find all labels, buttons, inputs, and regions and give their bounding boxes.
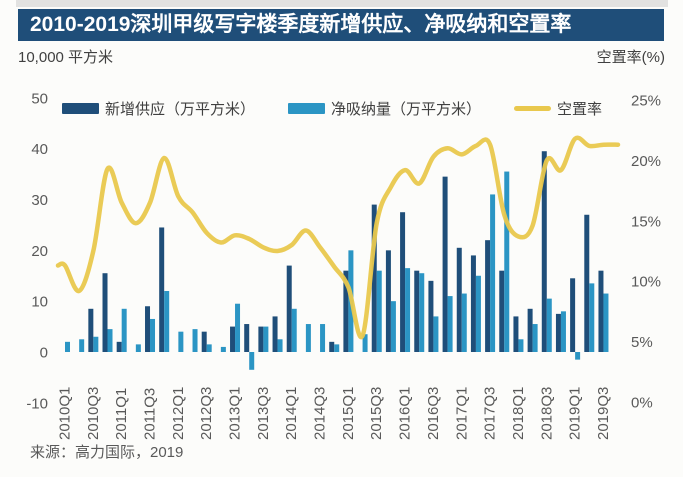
svg-text:15%: 15% — [631, 213, 661, 230]
vacancy-line-swatch-icon — [514, 106, 552, 111]
svg-text:2016Q1: 2016Q1 — [397, 387, 414, 440]
left-axis-labels: 50 40 30 20 10 0 -10 — [26, 90, 48, 412]
svg-text:2018Q3: 2018Q3 — [538, 387, 555, 440]
svg-text:30: 30 — [31, 192, 48, 209]
svg-text:2019Q1: 2019Q1 — [567, 387, 584, 440]
source-text: 来源：高力国际，2019 — [30, 444, 184, 461]
svg-text:20: 20 — [31, 243, 48, 260]
right-axis-labels: 25% 20% 15% 10% 5% 0% — [631, 93, 661, 412]
legend-item-supply: 新增供应（万平方米） — [62, 98, 255, 119]
svg-text:2013Q1: 2013Q1 — [227, 387, 244, 440]
legend-label-supply: 新增供应（万平方米） — [105, 101, 256, 118]
svg-text:2010Q3: 2010Q3 — [85, 387, 102, 440]
svg-text:10: 10 — [31, 294, 48, 311]
absorption-swatch-icon — [288, 103, 326, 114]
supply-bars — [88, 151, 604, 352]
svg-text:2012Q1: 2012Q1 — [170, 387, 187, 440]
svg-text:2013Q3: 2013Q3 — [255, 387, 272, 440]
svg-text:10%: 10% — [631, 274, 661, 291]
svg-text:2016Q3: 2016Q3 — [425, 387, 442, 440]
supply-swatch-icon — [62, 103, 99, 114]
title-bar: 2010-2019深圳甲级写字楼季度新增供应、净吸纳和空置率 — [18, 9, 664, 41]
svg-text:0: 0 — [40, 345, 48, 362]
svg-text:2012Q3: 2012Q3 — [198, 387, 215, 440]
svg-text:2015Q1: 2015Q1 — [340, 387, 357, 440]
legend-item-vacancy: 空置率 — [514, 98, 602, 119]
svg-text:2011Q3: 2011Q3 — [142, 388, 159, 440]
photo-top-edge — [16, 0, 668, 7]
vacancy-line — [55, 135, 621, 340]
svg-text:2014Q3: 2014Q3 — [312, 387, 329, 440]
svg-text:2019Q3: 2019Q3 — [595, 387, 612, 440]
svg-text:2011Q1: 2011Q1 — [113, 388, 130, 440]
svg-text:0%: 0% — [631, 395, 653, 412]
legend-label-absorption: 净吸纳量（万平方米） — [331, 101, 482, 118]
svg-text:40: 40 — [31, 141, 48, 158]
svg-text:2010Q1: 2010Q1 — [57, 387, 74, 440]
svg-text:25%: 25% — [631, 93, 661, 110]
svg-text:2017Q3: 2017Q3 — [482, 387, 499, 440]
legend-label-vacancy: 空置率 — [557, 101, 603, 118]
svg-text:2015Q3: 2015Q3 — [368, 387, 385, 440]
absorption-bars — [65, 171, 609, 370]
svg-text:2014Q1: 2014Q1 — [283, 387, 300, 440]
chart-title: 2010-2019深圳甲级写字楼季度新增供应、净吸纳和空置率 — [30, 13, 572, 36]
svg-text:-10: -10 — [26, 395, 48, 412]
chart-legend: 新增供应（万平方米） 净吸纳量（万平方米） 空置率 — [62, 98, 602, 119]
svg-text:20%: 20% — [631, 153, 661, 170]
legend-item-absorption: 净吸纳量（万平方米） — [288, 98, 481, 119]
svg-text:5%: 5% — [631, 334, 653, 351]
svg-text:2017Q1: 2017Q1 — [453, 387, 470, 440]
left-axis-unit-label: 10,000 平方米 — [18, 49, 114, 66]
x-axis-labels: 2010Q1 2010Q3 2011Q1 2011Q3 2012Q1 2012Q3 2013… — [57, 387, 612, 440]
svg-text:2018Q1: 2018Q1 — [510, 387, 527, 440]
right-axis-unit-label: 空置率(%) — [596, 49, 665, 66]
svg-text:50: 50 — [31, 90, 48, 107]
